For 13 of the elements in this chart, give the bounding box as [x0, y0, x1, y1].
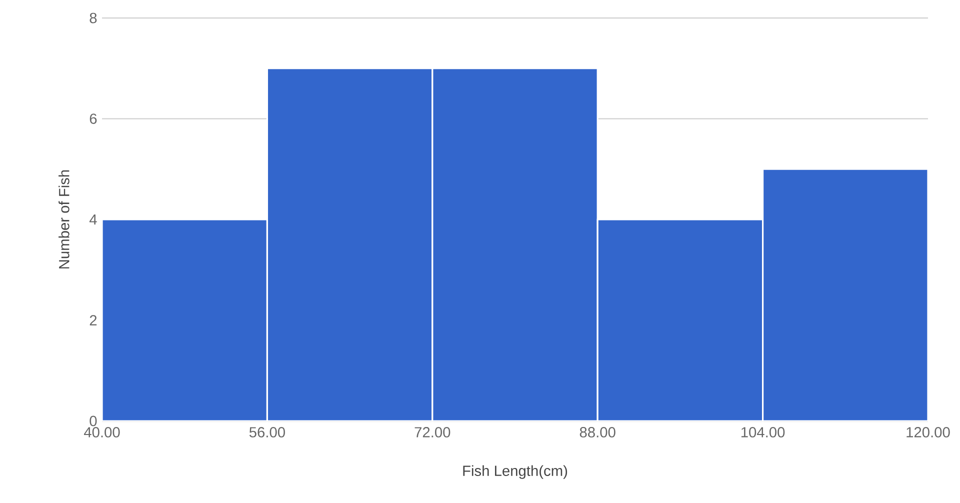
y-tick-label: 6	[90, 114, 97, 124]
x-tick-label: 40.00	[84, 427, 120, 438]
x-tick-label: 120.00	[906, 427, 950, 438]
y-tick-label: 0	[90, 416, 97, 426]
x-tick-label: 88.00	[580, 427, 616, 438]
y-tick-label: 4	[89, 214, 97, 225]
x-tick-label: 104.00	[741, 427, 785, 438]
y-tick-label: 2	[90, 315, 97, 326]
x-tick-label: 72.00	[414, 427, 450, 438]
y-axis-title: Number of Fish	[58, 170, 70, 268]
x-axis-title: Fish Length(cm)	[463, 465, 568, 479]
x-tick-label: 56.00	[249, 427, 285, 438]
y-tick-label: 8	[90, 12, 97, 24]
